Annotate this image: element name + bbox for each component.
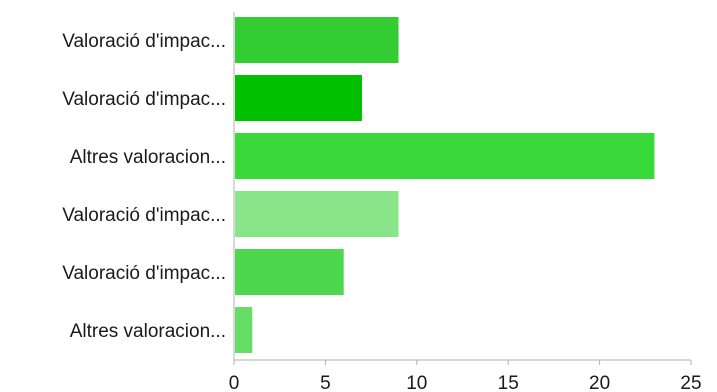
x-tick-label-10: 10 <box>406 373 427 392</box>
bar-3 <box>235 133 655 179</box>
category-label-5: Valoració d'impac... <box>62 263 226 284</box>
bar-5 <box>235 249 344 295</box>
x-tick-label-0: 0 <box>229 373 240 392</box>
bars-group <box>235 17 655 353</box>
bar-2 <box>235 75 362 121</box>
category-label-4: Valoració d'impac... <box>62 205 226 226</box>
x-tick-label-25: 25 <box>680 373 701 392</box>
bar-6 <box>235 307 253 353</box>
category-labels: Valoració d'impac... Valoració d'impac...… <box>62 31 226 342</box>
x-tick-label-5: 5 <box>320 373 331 392</box>
bar-4 <box>235 191 399 237</box>
x-tick-label-20: 20 <box>589 373 610 392</box>
category-label-2: Valoració d'impac... <box>62 89 226 110</box>
category-label-6: Altres valoracion... <box>70 321 226 342</box>
category-label-3: Altres valoracion... <box>70 147 226 168</box>
x-tick-label-15: 15 <box>498 373 519 392</box>
bar-1 <box>235 17 399 63</box>
category-label-1: Valoració d'impac... <box>62 31 226 52</box>
x-ticks: 0 5 10 15 20 25 <box>229 360 702 392</box>
